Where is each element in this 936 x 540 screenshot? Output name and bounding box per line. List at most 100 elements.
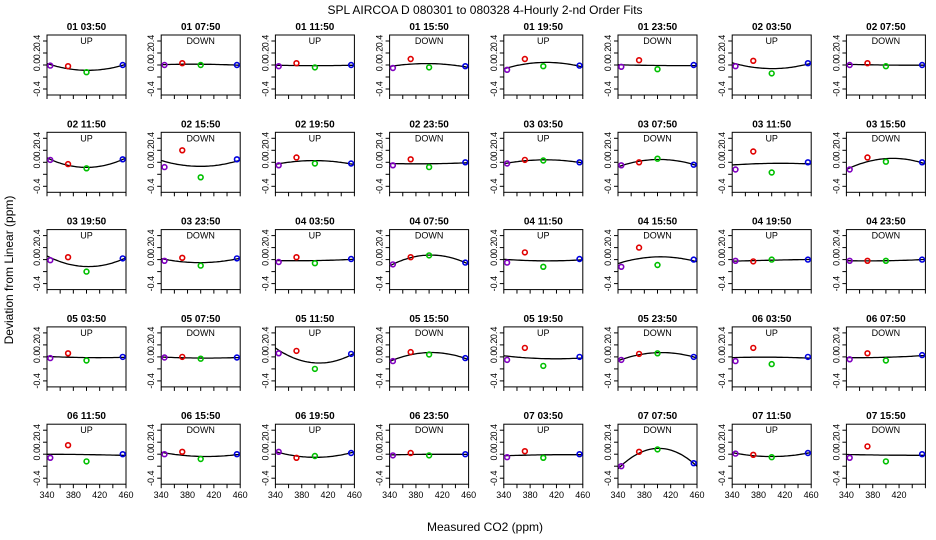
data-point [654,350,661,357]
panel-title: 06 23:50 [409,411,449,422]
y-tick-label: -0.4 [32,470,42,486]
panel-mode-label: UP [309,425,322,435]
panel-mode-label: DOWN [872,231,901,241]
panel-mode-label: UP [765,231,778,241]
panel-title: 04 19:50 [752,217,792,228]
panel: 03 15:50 DOWN -0.4 0.00.20.4 [831,119,926,197]
data-point [576,451,583,458]
data-point [750,57,757,64]
panel-mode-label: UP [309,36,322,46]
y-tick-label: 0.0 [489,448,499,461]
panel: 07 03:50 UP -0.4 0.00.20.4 340 380 420 460 [489,411,591,500]
y-tick-label: 0.0 [831,156,841,169]
y-tick-label: 0.0 [375,156,385,169]
data-point [311,365,319,373]
y-tick-label: 0.4 [32,229,42,242]
panel-mode-label: DOWN [415,231,444,241]
y-tick-label: 0.2 [603,241,613,254]
panel-title: 06 07:50 [866,314,906,325]
y-tick-label: 0.2 [603,144,613,157]
y-tick-label: 0.2 [717,339,727,352]
data-point [275,162,282,169]
panel: 01 23:50 DOWN -0.4 0.00.20.4 [603,22,698,99]
panel: 04 19:50 UP -0.4 0.00.20.4 [717,217,812,294]
panel-title: 07 15:50 [866,411,906,422]
chart-title: SPL AIRCOA D 080301 to 080328 4-Hourly 2… [327,3,642,17]
data-point [846,166,853,173]
y-tick-label: 0.2 [260,436,270,449]
data-point [690,61,697,69]
fit-curve [161,159,241,167]
panel-mode-label: DOWN [186,133,215,143]
data-point [293,347,300,355]
y-tick-label: 0.2 [146,339,156,352]
y-tick-label: -0.4 [260,179,270,195]
data-point [804,256,812,263]
panel: 06 07:50 DOWN -0.4 0.00.20.4 [831,314,926,391]
y-tick-label: -0.4 [146,470,156,486]
panel-mode-label: UP [765,328,778,338]
fit-curve [846,453,926,456]
data-point [918,61,926,69]
panel: 03 03:50 UP -0.4 0.00.20.4 [489,119,584,197]
panel-title: 05 23:50 [638,314,678,325]
data-point [576,62,583,69]
panel-title: 04 23:50 [866,217,906,228]
fit-curve [389,62,469,69]
panel-mode-label: DOWN [186,328,215,338]
data-point [768,454,775,461]
data-point [275,62,282,70]
x-tick-label: 420 [206,490,221,500]
y-tick-label: 0.4 [260,35,270,48]
panel-title: 01 15:50 [409,22,449,33]
data-point [161,163,168,171]
panel-mode-label: UP [765,133,778,143]
data-point [635,448,643,455]
data-point [846,61,853,69]
y-tick-label: 0.2 [831,339,841,352]
panel: 05 19:50 UP -0.4 0.00.20.4 [489,314,584,391]
y-tick-label: 0.2 [375,436,385,449]
panel-mode-label: UP [309,133,322,143]
y-tick-label: -0.4 [146,276,156,292]
x-tick-label: 420 [663,490,678,500]
y-tick-label: 0.0 [603,351,613,364]
data-point [503,259,511,266]
y-tick-label: -0.4 [717,470,727,486]
panel: 02 07:50 DOWN -0.4 0.00.20.4 [831,22,926,99]
panel-title: 01 19:50 [524,22,564,33]
panel-title: 05 15:50 [409,314,449,325]
data-point [311,64,319,71]
data-point [618,263,625,270]
data-point [864,59,871,67]
x-tick-label: 420 [435,490,450,500]
panel-title: 03 23:50 [181,217,221,228]
y-tick-label: 0.4 [489,229,499,242]
data-point [521,55,529,63]
panel-title: 02 11:50 [67,119,106,130]
data-point [47,62,54,69]
y-tick-label: 0.2 [603,339,613,352]
y-tick-label: 0.4 [375,424,385,437]
data-point [732,357,739,365]
x-tick-label: 340 [382,490,397,500]
panel-mode-label: DOWN [643,328,672,338]
y-tick-label: 0.4 [260,424,270,437]
y-tick-label: 0.0 [603,448,613,461]
panel-mode-label: DOWN [872,133,901,143]
panel-mode-label: UP [80,328,93,338]
y-tick-label: -0.4 [32,179,42,195]
y-tick-label: 0.4 [831,229,841,242]
fit-curve [503,159,583,165]
x-tick-label: 340 [725,490,740,500]
y-tick-label: 0.4 [717,35,727,48]
panel-title: 01 03:50 [67,22,107,33]
fit-curve [503,61,583,70]
y-tick-label: -0.4 [375,276,385,292]
y-tick-label: 0.4 [603,35,613,48]
y-tick-label: 0.2 [146,144,156,157]
data-point [347,61,355,69]
y-tick-label: 0.2 [831,241,841,254]
y-tick-label: -0.4 [603,276,613,292]
